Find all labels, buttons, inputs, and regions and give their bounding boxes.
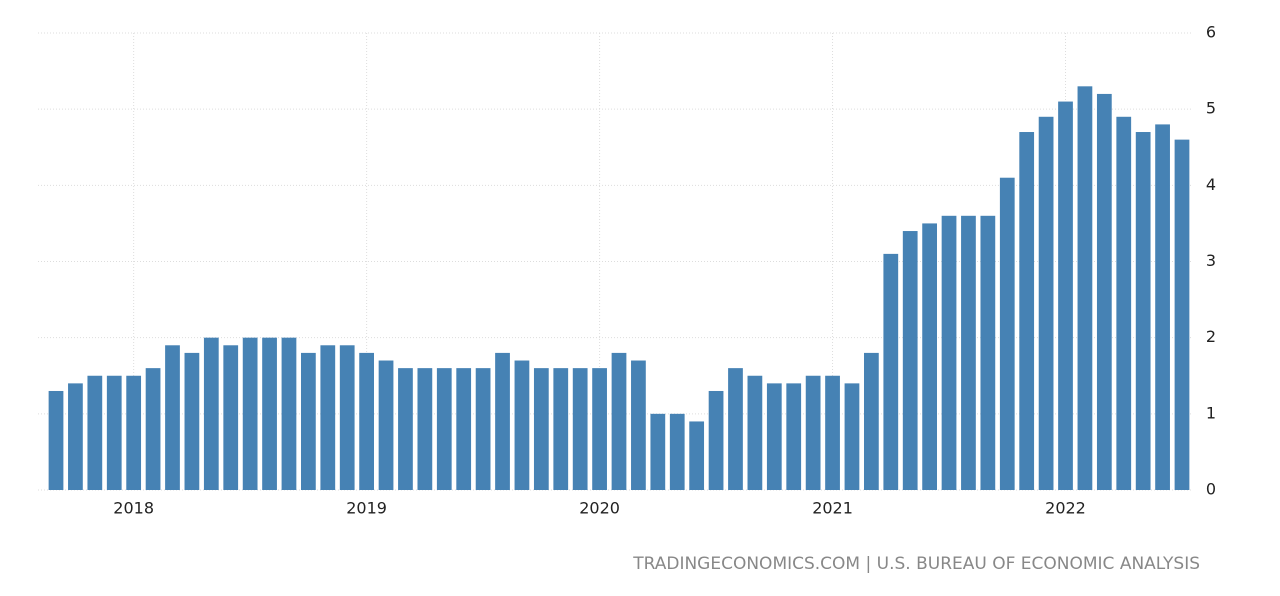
bar [631, 360, 646, 490]
bar [398, 368, 413, 490]
bar [262, 337, 277, 490]
bar [165, 345, 180, 490]
x-tick-label: 2020 [579, 499, 620, 518]
y-tick-label: 1 [1206, 403, 1216, 422]
bar [805, 375, 821, 490]
bar [378, 360, 394, 490]
y-tick-label: 4 [1206, 175, 1216, 194]
bar [1058, 101, 1073, 491]
bar [961, 215, 976, 491]
y-tick-label: 3 [1206, 251, 1216, 270]
bar [514, 360, 530, 490]
bar [572, 368, 588, 490]
bar [786, 383, 802, 490]
bar [883, 253, 899, 490]
bar [533, 368, 549, 490]
bar [650, 413, 666, 490]
bar [1116, 116, 1132, 491]
bar [1174, 139, 1190, 490]
bar [747, 375, 763, 490]
x-tick-label: 2019 [346, 499, 387, 518]
bar [495, 352, 510, 490]
bar [436, 368, 452, 490]
bar [728, 368, 743, 490]
bar [863, 352, 879, 490]
y-tick-label: 6 [1206, 23, 1216, 42]
bar [844, 383, 860, 490]
bar [1096, 93, 1112, 490]
bar [1019, 132, 1035, 490]
bar [242, 337, 258, 490]
y-tick-label: 5 [1206, 99, 1216, 118]
bar [320, 345, 336, 490]
bar [708, 390, 724, 490]
bar [825, 375, 840, 490]
bar [1038, 116, 1054, 491]
x-tick-label: 2021 [812, 499, 853, 518]
bar [223, 345, 239, 490]
bar [87, 375, 103, 490]
bar [126, 375, 142, 490]
bar [941, 215, 957, 491]
x-tick-label: 2018 [113, 499, 154, 518]
bar [48, 390, 64, 490]
bar [689, 421, 705, 490]
bar [902, 231, 918, 491]
bar [417, 368, 433, 490]
source: TRADINGECONOMICS.COM | U.S. BUREAU OF EC… [632, 554, 1200, 574]
bar [980, 215, 996, 491]
y-tick-label: 2 [1206, 327, 1216, 346]
bar [1135, 132, 1151, 490]
bar [203, 337, 219, 490]
bar [456, 368, 472, 490]
bar [553, 368, 569, 490]
bar [669, 413, 685, 490]
bar [68, 383, 83, 490]
bar [1155, 124, 1170, 491]
bar [1077, 86, 1093, 491]
x-tick-label: 2022 [1045, 499, 1086, 518]
bar [999, 177, 1015, 490]
bar [359, 352, 375, 490]
bar [184, 352, 200, 490]
bar [592, 368, 607, 490]
bar [145, 368, 161, 490]
bar [339, 345, 355, 490]
bar [106, 375, 122, 490]
bar [611, 352, 627, 490]
bar [922, 223, 937, 490]
bar [281, 337, 297, 490]
bar [766, 383, 782, 490]
bar [475, 368, 491, 490]
bar [301, 352, 316, 490]
y-tick-label: 0 [1206, 480, 1216, 499]
